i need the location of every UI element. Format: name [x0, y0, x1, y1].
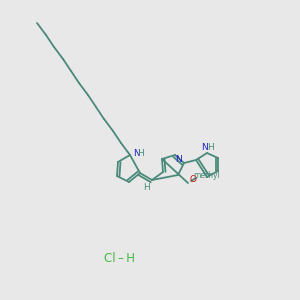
Text: N: N	[133, 149, 140, 158]
Text: N: N	[175, 155, 182, 164]
Text: O: O	[190, 175, 196, 184]
Text: methyl: methyl	[194, 172, 220, 181]
Text: H: H	[144, 182, 150, 191]
Text: H: H	[138, 149, 144, 158]
Text: N: N	[202, 142, 208, 152]
Text: H: H	[208, 142, 214, 152]
Text: Cl – H: Cl – H	[104, 251, 136, 265]
